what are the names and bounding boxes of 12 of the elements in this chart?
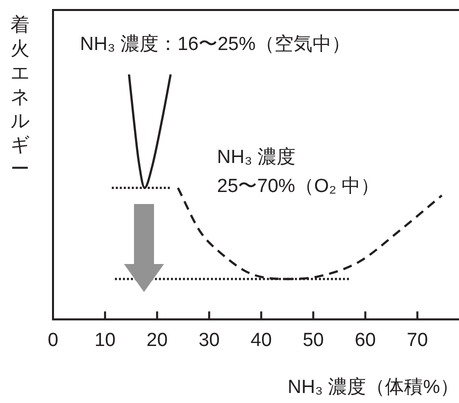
x-tick-label: 60 <box>354 330 376 352</box>
x-tick-label: 20 <box>146 330 168 352</box>
y-axis-title: 着火エネルギー <box>10 14 30 182</box>
x-tick-label: 40 <box>250 330 272 352</box>
x-tick-label: 10 <box>94 330 116 352</box>
annotation: NH₃ 濃度 25〜70%（O₂ 中） <box>217 146 380 198</box>
x-axis-title: NH₃ 濃度（体積%） <box>288 376 459 398</box>
x-tick-label: 70 <box>406 330 428 352</box>
x-tick-label: 30 <box>198 330 220 352</box>
text: NH₃ 濃度：16〜25%（空気中） <box>80 33 351 56</box>
x-tick-label: 0 <box>48 330 58 352</box>
x-tick-label: 50 <box>302 330 324 352</box>
